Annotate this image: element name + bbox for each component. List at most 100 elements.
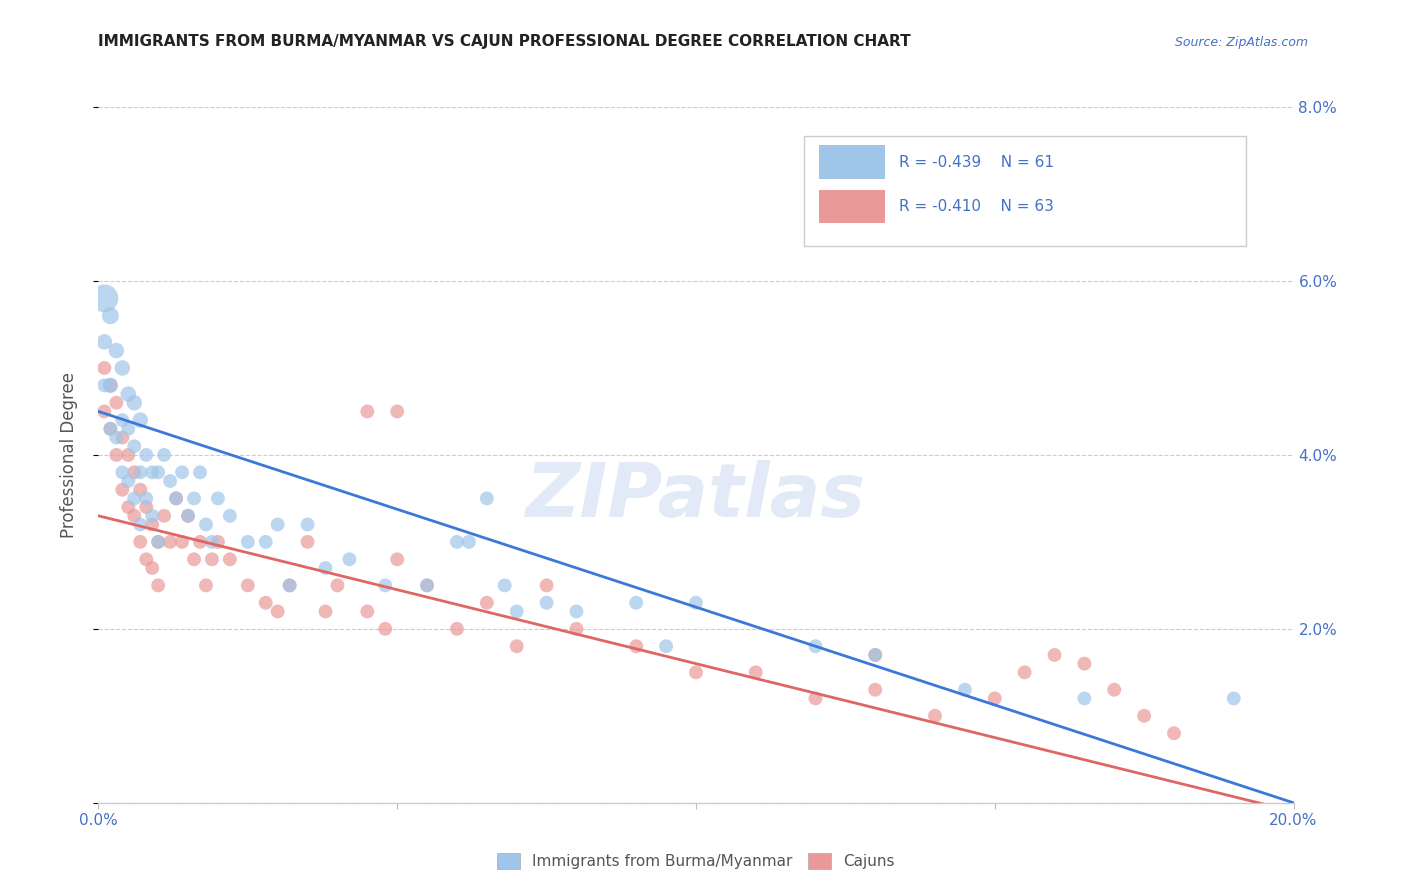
Point: [207, 491, 229, 506]
Point: [506, 639, 529, 653]
Point: [745, 665, 768, 680]
Point: [315, 605, 337, 619]
Point: [117, 422, 139, 436]
Point: [117, 387, 139, 401]
Point: [326, 578, 349, 592]
Point: [105, 395, 128, 409]
Point: [135, 500, 157, 514]
Point: [129, 466, 152, 480]
Point: [201, 534, 224, 549]
Point: [124, 491, 146, 506]
Point: [626, 639, 648, 653]
Point: [148, 466, 170, 480]
Point: [98, 422, 122, 436]
Point: [148, 534, 170, 549]
Point: [374, 622, 396, 636]
Point: [188, 534, 211, 549]
Bar: [820, 190, 884, 223]
Point: [105, 343, 128, 358]
Text: IMMIGRANTS FROM BURMA/MYANMAR VS CAJUN PROFESSIONAL DEGREE CORRELATION CHART: IMMIGRANTS FROM BURMA/MYANMAR VS CAJUN P…: [98, 34, 911, 49]
Point: [446, 534, 468, 549]
Point: [148, 578, 170, 592]
Point: [254, 534, 277, 549]
Point: [494, 578, 516, 592]
Point: [685, 665, 707, 680]
Point: [93, 360, 115, 375]
Point: [626, 596, 648, 610]
Point: [98, 422, 122, 436]
Point: [172, 534, 194, 549]
Point: [111, 483, 134, 497]
Point: [297, 517, 319, 532]
Point: [1223, 691, 1246, 706]
Point: [804, 639, 827, 653]
Point: [297, 534, 319, 549]
Point: [267, 517, 290, 532]
Point: [536, 578, 558, 592]
Point: [267, 605, 290, 619]
Point: [93, 404, 115, 418]
Point: [165, 491, 187, 506]
Point: [374, 578, 396, 592]
Point: [165, 491, 187, 506]
Point: [219, 552, 242, 566]
Point: [111, 466, 134, 480]
Point: [685, 596, 707, 610]
Point: [953, 682, 976, 697]
Point: [506, 605, 529, 619]
Point: [1073, 691, 1095, 706]
Point: [236, 534, 259, 549]
Point: [124, 439, 146, 453]
Text: Source: ZipAtlas.com: Source: ZipAtlas.com: [1174, 36, 1308, 49]
Point: [124, 508, 146, 523]
Point: [385, 404, 409, 418]
Point: [111, 360, 134, 375]
Point: [129, 517, 152, 532]
Point: [124, 395, 146, 409]
Point: [315, 561, 337, 575]
Point: [141, 508, 163, 523]
Point: [278, 578, 301, 592]
Point: [141, 517, 163, 532]
Point: [195, 517, 218, 532]
Point: [111, 413, 134, 427]
Point: [117, 448, 139, 462]
Point: [159, 534, 181, 549]
Point: [536, 596, 558, 610]
Point: [98, 378, 122, 392]
Point: [804, 691, 827, 706]
Point: [984, 691, 1007, 706]
Point: [924, 708, 946, 723]
Point: [207, 534, 229, 549]
Point: [475, 596, 498, 610]
Point: [93, 334, 115, 349]
Point: [865, 648, 887, 662]
Point: [98, 309, 122, 323]
Y-axis label: Professional Degree: Professional Degree: [59, 372, 77, 538]
Point: [148, 534, 170, 549]
Point: [416, 578, 439, 592]
Point: [188, 466, 211, 480]
Bar: [820, 145, 884, 178]
Point: [141, 466, 163, 480]
Point: [254, 596, 277, 610]
Point: [195, 578, 218, 592]
Point: [93, 291, 115, 305]
Legend: Immigrants from Burma/Myanmar, Cajuns: Immigrants from Burma/Myanmar, Cajuns: [491, 847, 901, 875]
Point: [1014, 665, 1036, 680]
Text: R = -0.410    N = 63: R = -0.410 N = 63: [900, 199, 1054, 214]
Point: [446, 622, 468, 636]
Point: [356, 404, 378, 418]
Point: [1133, 708, 1156, 723]
Point: [183, 491, 205, 506]
Point: [183, 552, 205, 566]
Point: [865, 648, 887, 662]
Point: [177, 508, 200, 523]
Point: [135, 552, 157, 566]
Point: [153, 448, 176, 462]
Point: [278, 578, 301, 592]
Point: [153, 508, 176, 523]
Point: [565, 622, 588, 636]
Point: [124, 466, 146, 480]
Point: [129, 534, 152, 549]
